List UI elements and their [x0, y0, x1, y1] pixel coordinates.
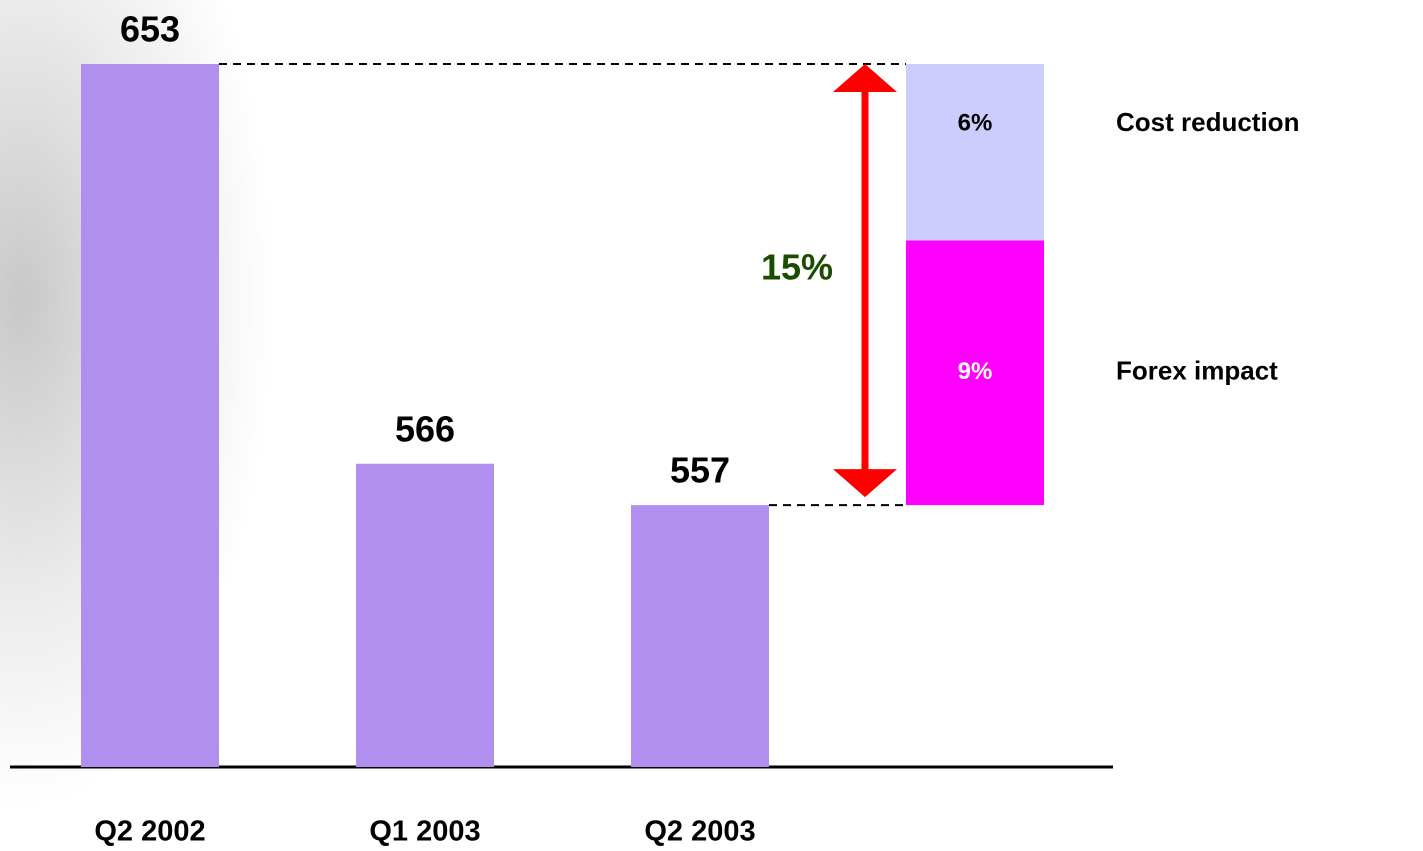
segment-label: 9% [958, 358, 993, 385]
bar [81, 64, 219, 767]
bar [356, 463, 494, 767]
bar [631, 505, 769, 767]
legend-label: Forex impact [1116, 356, 1278, 386]
value-label: 566 [395, 408, 455, 449]
x-tick-label: Q1 2003 [369, 816, 480, 848]
x-tick-label: Q2 2003 [644, 816, 755, 848]
breakdown-segment [906, 64, 1044, 241]
x-tick-label: Q2 2002 [94, 816, 205, 848]
segment-label: 6% [958, 110, 993, 137]
value-label: 653 [120, 9, 180, 50]
arrow-head [833, 64, 897, 92]
value-label: 557 [670, 450, 730, 491]
arrow-head [833, 469, 897, 498]
total-label: 15% [761, 247, 833, 288]
legend-label: Cost reduction [1116, 107, 1299, 137]
breakdown-segment [906, 240, 1044, 506]
